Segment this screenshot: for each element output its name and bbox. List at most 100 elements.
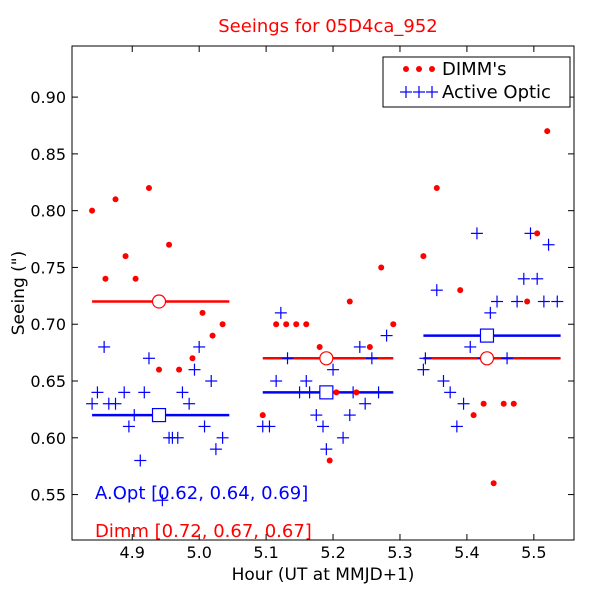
aopt-point	[281, 352, 294, 365]
aopt-point	[380, 329, 393, 342]
aopt-point	[128, 409, 141, 422]
aopt-point	[293, 386, 306, 399]
legend-dimm-dot	[416, 66, 422, 72]
aopt-point	[320, 443, 333, 456]
dimm-point	[189, 355, 196, 362]
dimm-point	[544, 128, 551, 135]
legend-dimm-dot	[403, 66, 409, 72]
dimm-point	[122, 253, 129, 260]
dimm-point	[333, 389, 340, 396]
aopt-point	[134, 454, 147, 467]
aopt-point	[531, 272, 544, 285]
aopt-point	[317, 420, 329, 433]
dimm-point	[273, 321, 280, 328]
dimm-point	[353, 389, 360, 396]
dimm-point	[199, 309, 206, 316]
legend-aopt-plus	[413, 86, 425, 98]
y-tick-label: 0.60	[30, 429, 66, 448]
aopt-point	[142, 352, 155, 365]
dimm-average-marker	[319, 351, 334, 366]
legend-aopt-label: Active Optic	[442, 82, 551, 103]
annotation-aopt: A.Opt [0.62, 0.64, 0.69]	[95, 483, 308, 504]
aopt-point	[310, 409, 323, 422]
aopt-point	[457, 397, 470, 410]
dimm-point	[470, 412, 477, 419]
dimm-point	[366, 343, 373, 350]
dimm-point	[283, 321, 290, 328]
dimm-point	[524, 298, 531, 305]
aopt-point	[464, 340, 477, 353]
data-points	[86, 128, 564, 507]
dimm-point	[346, 298, 353, 305]
dimm-point	[390, 321, 397, 328]
dimm-point	[219, 321, 226, 328]
aopt-point	[511, 295, 524, 308]
dimm-point	[176, 366, 183, 373]
annotation-dimm: Dimm [0.72, 0.67, 0.67]	[95, 521, 312, 542]
aopt-point	[501, 352, 514, 365]
y-tick-label: 0.75	[30, 258, 66, 277]
dimm-point	[132, 275, 139, 282]
y-tick-label: 0.70	[30, 315, 66, 334]
plot-frame	[71, 45, 575, 541]
chart-title: Seeings for 05D4ca_952	[218, 16, 437, 37]
aopt-point	[270, 375, 283, 388]
aopt-point	[86, 397, 99, 410]
aopt-point	[430, 284, 443, 297]
aopt-point	[209, 443, 222, 456]
aopt-point	[517, 272, 530, 285]
aopt-point	[551, 295, 564, 308]
aopt-point	[122, 420, 135, 433]
aopt-point	[372, 386, 385, 399]
aopt-point	[484, 306, 497, 319]
aopt-point	[274, 306, 287, 319]
y-tick-label: 0.85	[30, 145, 66, 164]
aopt-point	[437, 375, 450, 388]
aopt-point	[188, 363, 201, 376]
dimm-point	[480, 400, 487, 407]
dimm-point	[259, 412, 266, 419]
dimm-point	[209, 332, 216, 339]
legend-box	[382, 56, 571, 108]
dimm-point	[102, 275, 109, 282]
aopt-point	[300, 375, 313, 388]
aopt-point	[327, 363, 340, 376]
aopt-point	[337, 431, 350, 444]
x-tick-label: 5.5	[521, 543, 546, 562]
x-tick-label: 4.9	[120, 543, 145, 562]
average-markers	[151, 294, 495, 423]
aopt-point	[118, 386, 131, 399]
aopt-point	[365, 352, 378, 365]
dimm-point	[293, 321, 300, 328]
aopt-point	[109, 397, 122, 410]
aopt-point	[263, 420, 276, 433]
dimm-point	[145, 184, 152, 191]
x-axis-label: Hour (UT at MMJD+1)	[232, 565, 415, 585]
aopt-point	[303, 386, 316, 399]
x-tick-label: 5.4	[454, 543, 479, 562]
x-tick-label: 5.1	[253, 543, 278, 562]
aopt-average-marker	[319, 385, 334, 400]
aopt-average-marker	[151, 407, 167, 423]
aopt-point	[491, 295, 504, 308]
legend-dimm-dot	[429, 66, 435, 72]
aopt-point	[176, 386, 189, 399]
dimm-point	[500, 400, 507, 407]
x-tick-label: 5.0	[186, 543, 211, 562]
aopt-point	[353, 340, 366, 353]
dimm-average-marker	[479, 351, 495, 366]
aopt-point	[183, 397, 196, 410]
aopt-point	[91, 386, 104, 399]
dimm-point	[89, 207, 96, 214]
y-tick-label: 0.80	[30, 202, 66, 221]
legend-aopt-marker	[400, 86, 438, 98]
y-tick-label: 0.65	[30, 372, 66, 391]
x-tick-label: 5.2	[320, 543, 345, 562]
dimm-point	[534, 230, 541, 237]
aopt-point	[470, 227, 483, 240]
dimm-point	[326, 457, 333, 464]
aopt-point	[171, 431, 184, 444]
dimm-point	[378, 264, 385, 271]
legend-dimm-marker	[403, 66, 435, 72]
